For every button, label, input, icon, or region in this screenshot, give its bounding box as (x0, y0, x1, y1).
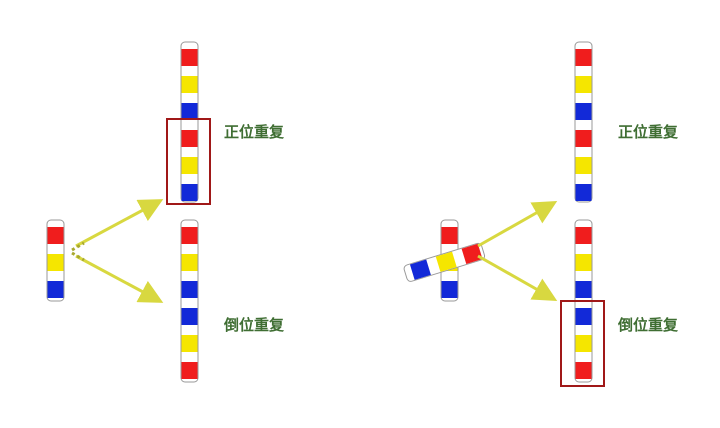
band-red (575, 49, 592, 66)
right-rotated-chromosome (403, 242, 486, 282)
band-blue (181, 308, 198, 325)
band-blue (47, 281, 64, 298)
band-yellow (575, 335, 592, 352)
band-red (461, 243, 483, 265)
band-blue (575, 308, 592, 325)
left-inverted-label: 倒位重复 (223, 316, 285, 334)
band-red (575, 130, 592, 147)
band-red (47, 227, 64, 244)
right-inverted-label: 倒位重复 (617, 316, 679, 334)
right-tandem-label: 正位重复 (618, 123, 679, 141)
band-blue (575, 281, 592, 298)
left-tandem-chromosome (180, 41, 199, 203)
band-yellow (181, 335, 198, 352)
left-tandem-highlight-box (166, 118, 211, 205)
band-yellow (575, 76, 592, 93)
band-red (181, 130, 198, 147)
band-blue (575, 184, 592, 201)
band-red (181, 362, 198, 379)
right-arrow-lower (477, 254, 558, 301)
left-source-chromosome (46, 219, 65, 302)
band-red (441, 227, 458, 244)
band-blue (441, 281, 458, 298)
band-red (181, 227, 198, 244)
band-blue (575, 103, 592, 120)
band-yellow (181, 157, 198, 174)
band-yellow (575, 254, 592, 271)
left-inverted-chromosome (180, 219, 199, 383)
band-red (575, 227, 592, 244)
band-red (575, 362, 592, 379)
left-tandem-label: 正位重复 (224, 123, 285, 141)
right-arrow-upper (477, 201, 558, 248)
right-tandem-chromosome (574, 41, 593, 203)
band-blue (409, 259, 431, 280)
left-arrow-upper (71, 199, 164, 252)
band-blue (181, 281, 198, 298)
right-inverted-highlight-box (560, 300, 605, 387)
band-yellow (47, 254, 64, 271)
band-red (181, 49, 198, 66)
left-arrow-lower (71, 251, 164, 303)
band-yellow (435, 251, 457, 272)
band-blue (181, 103, 198, 120)
band-yellow (575, 157, 592, 174)
band-yellow (181, 76, 198, 93)
band-yellow (181, 254, 198, 271)
band-blue (181, 184, 198, 201)
